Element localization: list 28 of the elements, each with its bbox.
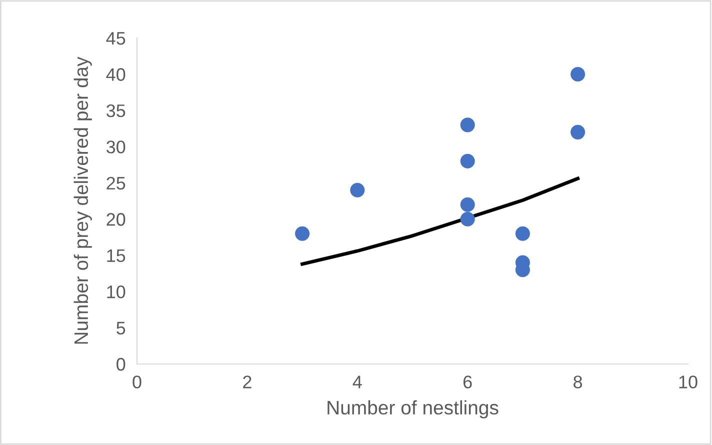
y-tick-label: 30 xyxy=(106,140,126,154)
point xyxy=(460,212,475,226)
point xyxy=(460,118,475,132)
point xyxy=(460,197,475,212)
x-tick-label: 0 xyxy=(132,376,142,388)
x-tick-label: 8 xyxy=(574,376,582,388)
y-tick-label: 25 xyxy=(106,176,126,190)
y-tick-label: 35 xyxy=(106,104,126,118)
point xyxy=(570,124,586,140)
y-tick-label: 0 xyxy=(116,358,126,371)
x-tick-label: 2 xyxy=(243,376,252,388)
y-tick-label: 15 xyxy=(107,249,126,262)
point xyxy=(515,226,530,241)
y-tick-label: 40 xyxy=(106,68,126,81)
x-axis-title: Number of nestlings xyxy=(328,400,498,418)
point xyxy=(350,182,365,198)
x-tick-label: 10 xyxy=(679,376,698,388)
point xyxy=(295,226,310,241)
x-tick-label: 4 xyxy=(352,376,362,388)
line-series xyxy=(300,176,580,266)
y-tick-label: 5 xyxy=(116,322,126,334)
point xyxy=(460,154,475,168)
y-tick-label: 45 xyxy=(106,32,126,45)
point xyxy=(570,66,586,82)
y-tick-label: 10 xyxy=(107,285,126,298)
y-axis-title: Number of prey delivered per day xyxy=(74,56,92,344)
y-tick-label: 20 xyxy=(106,213,126,226)
x-tick-label: 6 xyxy=(463,376,472,388)
